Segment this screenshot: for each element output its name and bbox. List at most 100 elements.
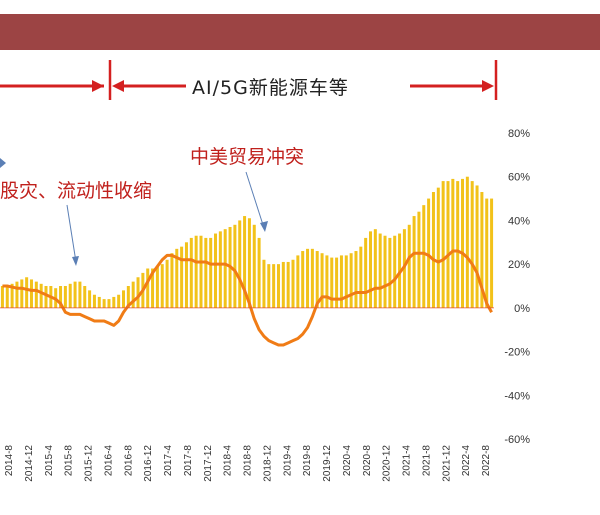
bar bbox=[136, 277, 140, 308]
bar bbox=[339, 255, 343, 308]
annotation-trade-war: 中美贸易冲突 bbox=[190, 146, 304, 168]
bar bbox=[393, 235, 397, 308]
bar bbox=[364, 237, 368, 308]
bar bbox=[102, 299, 106, 308]
bar bbox=[165, 259, 169, 308]
x-tick-label: 2017-4 bbox=[163, 445, 174, 477]
x-tick-label: 2018-12 bbox=[262, 445, 273, 482]
bar bbox=[204, 237, 208, 308]
bar bbox=[126, 286, 130, 308]
y-tick-label: -60% bbox=[504, 434, 530, 446]
bar bbox=[39, 283, 43, 308]
bar bbox=[59, 286, 63, 308]
bar bbox=[286, 261, 290, 308]
bar bbox=[238, 220, 242, 308]
x-tick-label: 2016-12 bbox=[143, 445, 154, 482]
x-tick-label: 2015-4 bbox=[44, 445, 55, 477]
x-tick-label: 2021-4 bbox=[402, 445, 413, 477]
era-arrowhead-right-1 bbox=[92, 80, 104, 92]
pointer-arrowhead-edge bbox=[0, 158, 6, 168]
bar bbox=[315, 251, 319, 308]
pointer-arrows bbox=[0, 158, 268, 266]
x-tick-label: 2021-8 bbox=[421, 445, 432, 477]
bar bbox=[214, 233, 218, 308]
y-tick-label: 60% bbox=[508, 172, 530, 184]
y-tick-label: -20% bbox=[504, 347, 530, 359]
bar bbox=[180, 246, 184, 308]
bar bbox=[417, 211, 421, 308]
bar bbox=[262, 259, 266, 308]
bar bbox=[335, 257, 339, 308]
bar bbox=[354, 251, 358, 308]
x-tick-label: 2018-4 bbox=[223, 445, 234, 477]
x-tick-label: 2014-8 bbox=[4, 445, 15, 477]
bar bbox=[310, 248, 314, 308]
pointer-arrow-trade bbox=[245, 171, 265, 229]
x-tick-label: 2021-12 bbox=[441, 445, 452, 482]
bar bbox=[233, 224, 237, 308]
bar bbox=[170, 253, 174, 308]
y-tick-label: 40% bbox=[508, 215, 530, 227]
bar bbox=[427, 198, 431, 308]
bar bbox=[446, 181, 450, 308]
bar bbox=[122, 290, 125, 308]
bar bbox=[320, 253, 324, 308]
bar bbox=[475, 185, 479, 308]
bar bbox=[412, 216, 416, 308]
bar bbox=[431, 192, 435, 308]
bar bbox=[306, 248, 310, 308]
bar bbox=[436, 187, 440, 308]
y-tick-label: 80% bbox=[508, 128, 530, 140]
x-tick-label: 2022-4 bbox=[461, 445, 472, 477]
bar bbox=[112, 296, 116, 308]
bar bbox=[296, 255, 300, 308]
bar bbox=[25, 277, 29, 308]
bar bbox=[131, 281, 135, 308]
y-tick-label: 0% bbox=[514, 303, 530, 315]
x-tick-label: 2015-12 bbox=[84, 445, 95, 482]
bar bbox=[490, 198, 494, 308]
bar bbox=[218, 231, 222, 308]
bar bbox=[470, 181, 474, 308]
line-series-layer bbox=[2, 249, 493, 347]
bar bbox=[107, 299, 111, 308]
bar bbox=[223, 229, 227, 308]
bar bbox=[44, 286, 48, 308]
bar bbox=[257, 237, 261, 308]
bar bbox=[330, 257, 334, 308]
line-series bbox=[2, 249, 493, 347]
bar bbox=[325, 255, 329, 308]
bar bbox=[199, 235, 203, 308]
bar bbox=[276, 264, 280, 308]
x-tick-label: 2020-4 bbox=[342, 445, 353, 477]
bar bbox=[407, 224, 411, 308]
x-tick-label: 2020-12 bbox=[382, 445, 393, 482]
bar bbox=[151, 268, 155, 308]
bar bbox=[378, 233, 382, 308]
x-tick-label: 2015-8 bbox=[64, 445, 75, 477]
bar bbox=[88, 290, 92, 308]
x-tick-label: 2019-8 bbox=[302, 445, 313, 477]
bar bbox=[301, 251, 305, 308]
x-tick-label: 2014-12 bbox=[24, 445, 35, 482]
bar bbox=[83, 286, 87, 308]
bar bbox=[247, 218, 251, 308]
bar bbox=[184, 242, 188, 308]
bar bbox=[383, 235, 387, 308]
x-axis-ticks: 2014-8 2014-12 2015-4 2015-8 2015-12 2016-4 20… bbox=[4, 445, 492, 482]
era-arrowhead-left bbox=[112, 80, 124, 92]
bar bbox=[10, 283, 14, 308]
bar bbox=[5, 286, 9, 308]
bar bbox=[272, 264, 276, 308]
x-tick-label: 2022-8 bbox=[481, 445, 492, 477]
x-tick-label: 2016-8 bbox=[123, 445, 134, 477]
bar bbox=[291, 259, 295, 308]
pointer-arrowhead-crash bbox=[72, 256, 79, 266]
bar bbox=[422, 205, 426, 308]
bar bbox=[465, 176, 469, 308]
x-tick-label: 2019-12 bbox=[322, 445, 333, 482]
bar bbox=[209, 237, 213, 308]
bar bbox=[281, 261, 285, 308]
bar bbox=[194, 235, 198, 308]
